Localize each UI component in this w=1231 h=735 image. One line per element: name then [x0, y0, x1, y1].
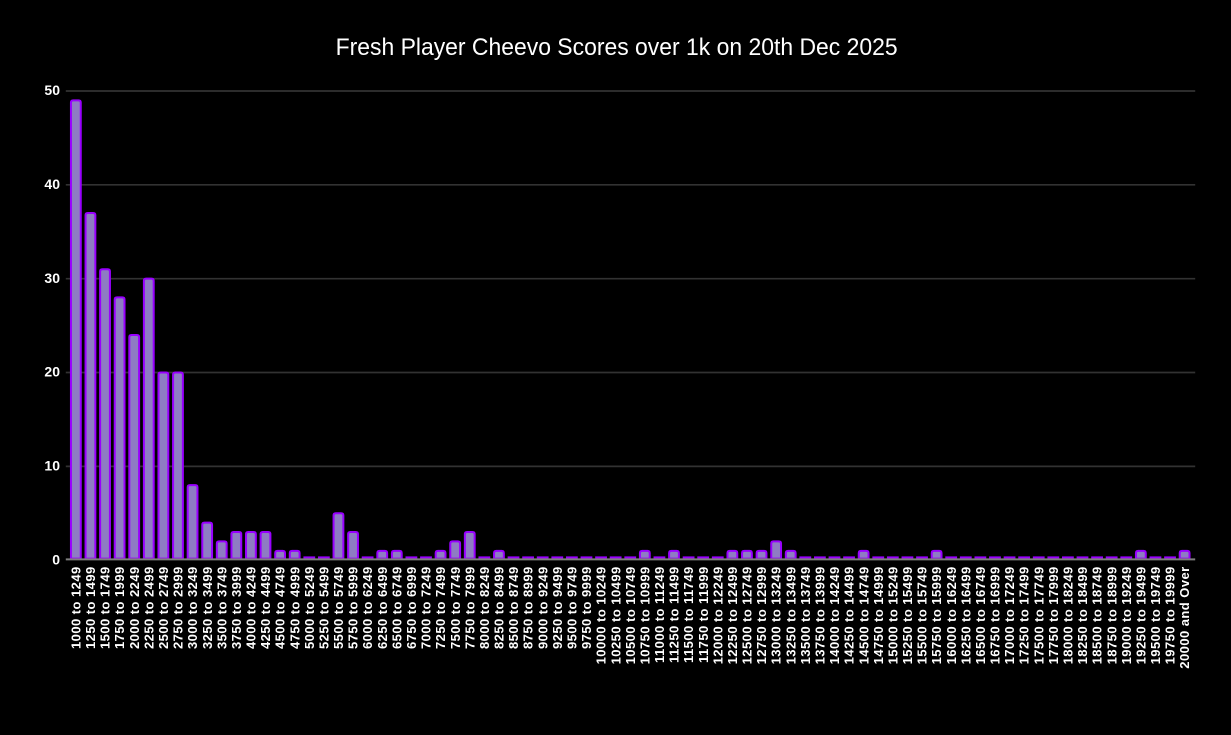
svg-text:50: 50 — [44, 82, 60, 98]
svg-text:10750 to 10999: 10750 to 10999 — [637, 566, 652, 664]
svg-text:40: 40 — [44, 176, 60, 192]
svg-text:1500 to 1749: 1500 to 1749 — [98, 566, 113, 649]
svg-text:19750 to 19999: 19750 to 19999 — [1163, 566, 1178, 664]
svg-text:14750 to 14999: 14750 to 14999 — [871, 566, 886, 664]
svg-text:4500 to 4749: 4500 to 4749 — [273, 566, 288, 649]
svg-text:Fresh Player Cheevo Scores ove: Fresh Player Cheevo Scores over 1k on 20… — [336, 34, 898, 61]
svg-text:2000 to 2249: 2000 to 2249 — [127, 566, 142, 649]
svg-text:7500 to 7749: 7500 to 7749 — [448, 566, 463, 649]
svg-text:30: 30 — [44, 270, 60, 286]
svg-text:15250 to 15499: 15250 to 15499 — [900, 566, 915, 664]
svg-text:13000 to 13249: 13000 to 13249 — [769, 566, 784, 664]
svg-text:7000 to 7249: 7000 to 7249 — [419, 566, 434, 649]
svg-text:0: 0 — [52, 551, 60, 567]
svg-text:12500 to 12749: 12500 to 12749 — [740, 566, 755, 664]
svg-text:9250 to 9499: 9250 to 9499 — [550, 566, 565, 649]
svg-text:1250 to 1499: 1250 to 1499 — [83, 566, 98, 649]
svg-text:14000 to 14249: 14000 to 14249 — [827, 566, 842, 664]
svg-text:18250 to 18499: 18250 to 18499 — [1075, 566, 1090, 664]
svg-text:18500 to 18749: 18500 to 18749 — [1090, 566, 1105, 664]
svg-text:13750 to 13999: 13750 to 13999 — [812, 566, 827, 664]
svg-text:3500 to 3749: 3500 to 3749 — [214, 566, 229, 649]
svg-text:5750 to 5999: 5750 to 5999 — [346, 566, 361, 649]
svg-text:10500 to 10749: 10500 to 10749 — [623, 566, 638, 664]
svg-text:2500 to 2749: 2500 to 2749 — [156, 566, 171, 649]
svg-text:18750 to 18999: 18750 to 18999 — [1104, 566, 1119, 664]
svg-text:18000 to 18249: 18000 to 18249 — [1061, 566, 1076, 664]
svg-text:4750 to 4999: 4750 to 4999 — [287, 566, 302, 649]
svg-text:8750 to 8999: 8750 to 8999 — [521, 566, 536, 649]
svg-text:16500 to 16749: 16500 to 16749 — [973, 566, 988, 664]
svg-text:11250 to 11499: 11250 to 11499 — [667, 566, 682, 663]
svg-text:15750 to 15999: 15750 to 15999 — [929, 566, 944, 664]
svg-text:11000 to 11249: 11000 to 11249 — [652, 566, 667, 663]
svg-text:6750 to 6999: 6750 to 6999 — [404, 566, 419, 649]
svg-text:14250 to 14499: 14250 to 14499 — [842, 566, 857, 664]
svg-text:17250 to 17499: 17250 to 17499 — [1017, 566, 1032, 664]
svg-text:20: 20 — [44, 364, 60, 380]
svg-text:1000 to 1249: 1000 to 1249 — [68, 566, 83, 649]
svg-text:16750 to 16999: 16750 to 16999 — [988, 566, 1003, 664]
svg-text:16000 to 16249: 16000 to 16249 — [944, 566, 959, 664]
svg-text:3000 to 3249: 3000 to 3249 — [185, 566, 200, 649]
svg-text:19000 to 19249: 19000 to 19249 — [1119, 566, 1134, 664]
svg-text:7250 to 7499: 7250 to 7499 — [433, 566, 448, 649]
svg-text:11500 to 11749: 11500 to 11749 — [681, 566, 696, 663]
svg-text:11750 to 11999: 11750 to 11999 — [696, 566, 711, 663]
svg-text:5000 to 5249: 5000 to 5249 — [302, 566, 317, 649]
svg-text:6000 to 6249: 6000 to 6249 — [360, 566, 375, 649]
svg-text:6250 to 6499: 6250 to 6499 — [375, 566, 390, 649]
svg-text:5250 to 5499: 5250 to 5499 — [316, 566, 331, 649]
svg-text:14500 to 14749: 14500 to 14749 — [856, 566, 871, 664]
svg-text:17000 to 17249: 17000 to 17249 — [1002, 566, 1017, 664]
svg-text:10000 to 10249: 10000 to 10249 — [594, 566, 609, 664]
svg-text:20000 and Over: 20000 and Over — [1177, 566, 1192, 668]
svg-text:3250 to 3499: 3250 to 3499 — [200, 566, 215, 649]
svg-text:12750 to 12999: 12750 to 12999 — [754, 566, 769, 664]
svg-text:6500 to 6749: 6500 to 6749 — [389, 566, 404, 649]
svg-text:8000 to 8249: 8000 to 8249 — [477, 566, 492, 649]
svg-text:10250 to 10499: 10250 to 10499 — [608, 566, 623, 664]
svg-text:4250 to 4499: 4250 to 4499 — [258, 566, 273, 649]
svg-text:9000 to 9249: 9000 to 9249 — [535, 566, 550, 649]
svg-text:13500 to 13749: 13500 to 13749 — [798, 566, 813, 664]
svg-text:13250 to 13499: 13250 to 13499 — [783, 566, 798, 664]
svg-text:19250 to 19499: 19250 to 19499 — [1133, 566, 1148, 664]
svg-text:15000 to 15249: 15000 to 15249 — [885, 566, 900, 664]
svg-text:9500 to 9749: 9500 to 9749 — [564, 566, 579, 649]
svg-text:19500 to 19749: 19500 to 19749 — [1148, 566, 1163, 664]
svg-text:1750 to 1999: 1750 to 1999 — [112, 566, 127, 649]
svg-text:9750 to 9999: 9750 to 9999 — [579, 566, 594, 649]
svg-text:3750 to 3999: 3750 to 3999 — [229, 566, 244, 649]
svg-text:10: 10 — [44, 458, 60, 474]
svg-text:17750 to 17999: 17750 to 17999 — [1046, 566, 1061, 664]
svg-text:16250 to 16499: 16250 to 16499 — [958, 566, 973, 664]
svg-text:7750 to 7999: 7750 to 7999 — [462, 566, 477, 649]
svg-text:17500 to 17749: 17500 to 17749 — [1031, 566, 1046, 664]
svg-text:4000 to 4249: 4000 to 4249 — [244, 566, 259, 649]
svg-text:8500 to 8749: 8500 to 8749 — [506, 566, 521, 649]
svg-text:5500 to 5749: 5500 to 5749 — [331, 566, 346, 649]
svg-text:12250 to 12499: 12250 to 12499 — [725, 566, 740, 664]
svg-text:12000 to 12249: 12000 to 12249 — [710, 566, 725, 664]
svg-text:8250 to 8499: 8250 to 8499 — [492, 566, 507, 649]
svg-text:15500 to 15749: 15500 to 15749 — [915, 566, 930, 664]
svg-text:2750 to 2999: 2750 to 2999 — [171, 566, 186, 649]
svg-text:2250 to 2499: 2250 to 2499 — [141, 566, 156, 649]
